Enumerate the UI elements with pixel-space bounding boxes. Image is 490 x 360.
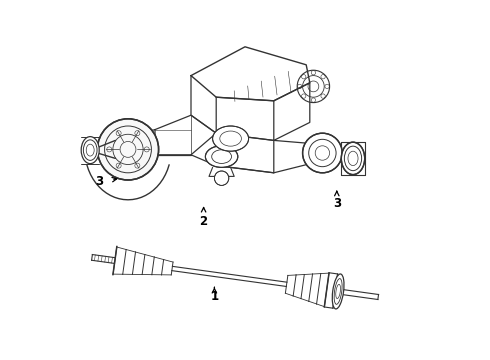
Text: 1: 1 <box>210 291 219 303</box>
Circle shape <box>303 133 342 173</box>
Ellipse shape <box>205 146 238 167</box>
Ellipse shape <box>342 142 365 175</box>
Ellipse shape <box>213 126 248 151</box>
Ellipse shape <box>332 274 344 309</box>
Circle shape <box>98 119 159 180</box>
Ellipse shape <box>81 136 99 163</box>
Text: 3: 3 <box>95 175 103 188</box>
Circle shape <box>215 171 229 185</box>
Text: 3: 3 <box>333 197 341 210</box>
Text: 2: 2 <box>199 215 208 228</box>
